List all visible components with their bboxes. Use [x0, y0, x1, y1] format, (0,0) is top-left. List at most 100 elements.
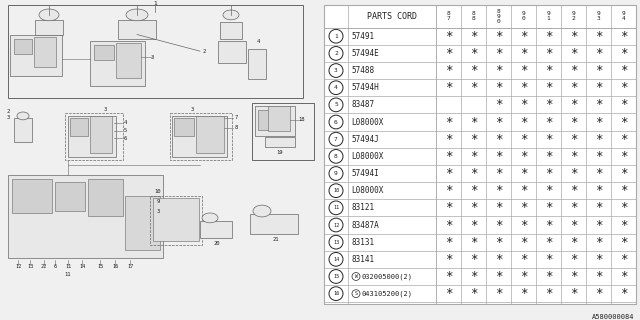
Bar: [65, 113, 123, 160]
Text: *: *: [545, 47, 552, 60]
Text: *: *: [545, 167, 552, 180]
Text: 7: 7: [334, 137, 338, 142]
Text: 3: 3: [104, 107, 107, 112]
Text: *: *: [445, 133, 452, 146]
Text: 13: 13: [27, 264, 33, 269]
Text: 57494I: 57494I: [351, 169, 379, 178]
Text: *: *: [595, 64, 602, 77]
Text: 1: 1: [153, 1, 157, 6]
Text: *: *: [470, 150, 477, 163]
Text: 16: 16: [112, 264, 118, 269]
Text: *: *: [445, 270, 452, 283]
Text: 6: 6: [334, 120, 338, 124]
Text: *: *: [570, 47, 577, 60]
Text: *: *: [495, 98, 502, 111]
Text: *: *: [520, 236, 527, 249]
Text: *: *: [520, 116, 527, 129]
Bar: [55, 182, 85, 211]
Text: *: *: [595, 133, 602, 146]
Text: *: *: [470, 287, 477, 300]
Text: *: *: [470, 133, 477, 146]
Bar: [88, 179, 123, 216]
Bar: [34, 37, 56, 67]
Text: *: *: [545, 236, 552, 249]
Text: 57494H: 57494H: [351, 83, 379, 92]
Text: 14: 14: [79, 264, 85, 269]
Text: *: *: [570, 30, 577, 43]
Text: *: *: [595, 81, 602, 94]
Text: 8: 8: [334, 154, 338, 159]
Text: *: *: [545, 184, 552, 197]
Text: 2: 2: [6, 108, 10, 114]
Text: *: *: [595, 184, 602, 197]
Text: 3: 3: [190, 107, 194, 112]
Text: 8
8: 8 8: [472, 12, 476, 21]
Text: *: *: [620, 30, 627, 43]
Text: *: *: [620, 116, 627, 129]
Text: *: *: [570, 287, 577, 300]
Text: *: *: [545, 98, 552, 111]
Text: 83487A: 83487A: [351, 220, 379, 229]
Text: *: *: [570, 150, 577, 163]
Text: *: *: [620, 270, 627, 283]
Text: *: *: [595, 30, 602, 43]
Ellipse shape: [39, 9, 59, 21]
Bar: [218, 41, 246, 63]
Text: *: *: [520, 133, 527, 146]
Text: 9: 9: [156, 199, 159, 204]
Text: *: *: [520, 219, 527, 231]
Text: PARTS CORD: PARTS CORD: [367, 12, 417, 21]
Text: 9
3: 9 3: [596, 12, 600, 21]
Text: *: *: [570, 167, 577, 180]
Bar: [170, 113, 232, 160]
Text: *: *: [545, 219, 552, 231]
Text: 18: 18: [299, 117, 305, 122]
Text: 10: 10: [155, 189, 161, 194]
Text: *: *: [570, 219, 577, 231]
Text: 12: 12: [333, 222, 339, 228]
Text: *: *: [620, 167, 627, 180]
Bar: [172, 116, 227, 157]
Bar: [90, 41, 145, 85]
Bar: [35, 20, 63, 35]
Text: *: *: [545, 270, 552, 283]
Text: *: *: [595, 47, 602, 60]
Text: *: *: [570, 64, 577, 77]
Bar: [200, 221, 232, 238]
Text: *: *: [595, 98, 602, 111]
Text: 57491: 57491: [351, 32, 374, 41]
Text: W: W: [355, 274, 357, 279]
Text: 20: 20: [214, 241, 220, 246]
Text: *: *: [495, 64, 502, 77]
Ellipse shape: [126, 9, 148, 21]
Text: *: *: [595, 270, 602, 283]
Text: 22: 22: [41, 264, 47, 269]
Text: 3: 3: [156, 209, 159, 213]
Text: *: *: [495, 150, 502, 163]
Text: 83121: 83121: [351, 203, 374, 212]
Text: *: *: [445, 167, 452, 180]
Bar: [90, 116, 112, 153]
Text: 11: 11: [65, 272, 71, 277]
Text: *: *: [570, 81, 577, 94]
Text: 15: 15: [333, 274, 339, 279]
Text: *: *: [470, 116, 477, 129]
Text: 4: 4: [257, 39, 260, 44]
Bar: [196, 116, 224, 153]
Text: *: *: [545, 150, 552, 163]
Text: *: *: [520, 184, 527, 197]
Text: *: *: [595, 201, 602, 214]
Text: *: *: [470, 30, 477, 43]
Text: *: *: [570, 201, 577, 214]
Text: *: *: [545, 64, 552, 77]
Text: 043105200(2): 043105200(2): [362, 291, 413, 297]
Text: *: *: [570, 270, 577, 283]
Text: 9: 9: [334, 171, 338, 176]
Bar: [116, 43, 141, 78]
Bar: [324, 5, 636, 304]
Bar: [10, 35, 62, 76]
Text: *: *: [620, 81, 627, 94]
Bar: [265, 138, 295, 147]
Ellipse shape: [253, 205, 271, 217]
Text: *: *: [545, 253, 552, 266]
